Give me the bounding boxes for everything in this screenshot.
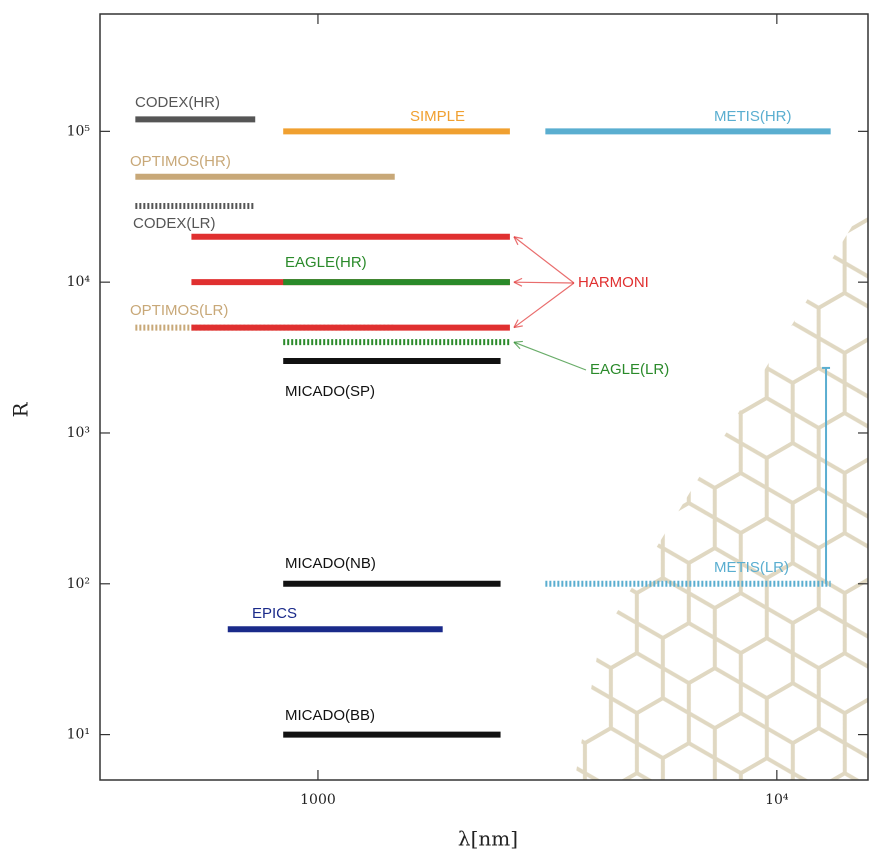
series-label: SIMPLE xyxy=(410,108,465,125)
hexagon-decoration xyxy=(574,200,868,780)
label-arrow xyxy=(513,341,587,371)
y-tick-label: 10⁵ xyxy=(67,123,91,139)
series-label: MICADO(SP) xyxy=(285,383,375,400)
series-label: MICADO(BB) xyxy=(285,707,375,724)
series-label: METIS(HR) xyxy=(714,108,792,125)
arrow-head xyxy=(513,277,523,287)
series-label: MICADO(NB) xyxy=(285,555,376,572)
y-tick-label: 10³ xyxy=(67,425,90,441)
x-tick-label: 1000 xyxy=(300,792,336,808)
y-tick-label: 10² xyxy=(67,576,90,592)
label-arrow xyxy=(513,281,575,284)
series-label: CODEX(LR) xyxy=(133,215,216,232)
series-label: METIS(LR) xyxy=(714,559,789,576)
series-label: EAGLE(HR) xyxy=(285,254,367,271)
arrow-head xyxy=(513,340,523,350)
arrow-head xyxy=(513,319,523,329)
label-arrow xyxy=(513,282,575,329)
x-tick-label: 10⁴ xyxy=(765,792,789,808)
y-tick-label: 10¹ xyxy=(67,727,90,743)
y-tick-label: 10⁴ xyxy=(67,274,91,290)
series-label: HARMONI xyxy=(578,274,649,291)
series-label: OPTIMOS(LR) xyxy=(130,302,228,319)
plot-area xyxy=(135,116,831,738)
x-axis-label: λ[nm] xyxy=(458,827,518,851)
series-label: OPTIMOS(HR) xyxy=(130,153,231,170)
series-label: EAGLE(LR) xyxy=(590,361,669,378)
label-arrow xyxy=(513,236,575,284)
plot-frame xyxy=(99,13,869,781)
arrow-head xyxy=(513,236,523,246)
series-label: CODEX(HR) xyxy=(135,94,220,111)
series-label: EPICS xyxy=(252,605,297,622)
y-axis-label: R xyxy=(9,402,33,418)
